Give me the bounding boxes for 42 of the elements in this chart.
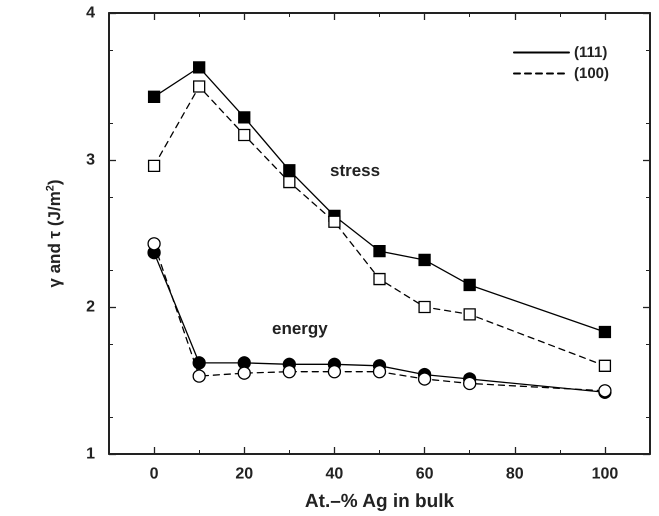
point [147, 237, 161, 250]
x-tick-label: 100 [592, 466, 618, 482]
point [238, 366, 251, 380]
point [282, 365, 296, 378]
point [598, 360, 612, 372]
x-tick-label: 40 [326, 466, 344, 482]
point [283, 176, 296, 188]
x-axis-title: At.–% Ag in bulk [304, 491, 455, 512]
y-tick-label: 2 [86, 298, 96, 316]
point [418, 254, 431, 266]
point [328, 216, 341, 228]
point [463, 376, 476, 390]
point [192, 369, 206, 383]
y-tick-label: 4 [86, 4, 96, 22]
point [238, 111, 250, 124]
x-tick-label: 60 [416, 466, 434, 482]
legend-label: (111) [574, 44, 608, 61]
point [238, 128, 250, 142]
point [192, 356, 206, 370]
legend-label: (100) [574, 65, 610, 82]
point [372, 365, 386, 378]
x-tick-label: 20 [235, 466, 254, 482]
x-tick-label: 0 [150, 466, 159, 482]
point [373, 272, 386, 286]
y-axis-title: γ and τ (J/m2) [44, 179, 64, 288]
point [148, 160, 160, 172]
point [193, 61, 206, 74]
point [598, 326, 612, 338]
point [418, 300, 431, 314]
point [328, 365, 342, 378]
x-tick-label: 80 [506, 466, 524, 482]
point [464, 308, 476, 320]
point [464, 278, 476, 292]
point [283, 164, 296, 176]
annotation: energy [272, 319, 328, 338]
y-tick-label: 3 [86, 152, 96, 168]
point [418, 372, 432, 386]
point [193, 80, 206, 93]
point [373, 244, 386, 258]
point [148, 90, 160, 103]
annotation: stress [330, 161, 380, 180]
y-tick-label: 1 [86, 446, 96, 462]
